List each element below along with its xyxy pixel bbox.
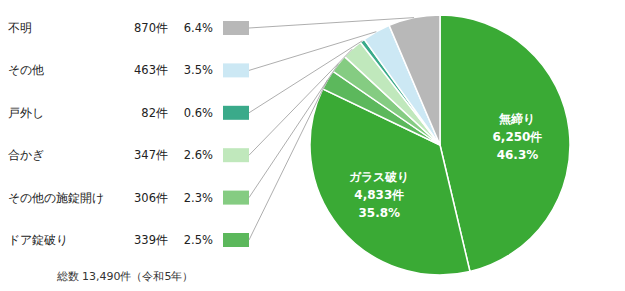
connector-line [249,80,327,240]
legend-pct: 2.3% [184,191,213,205]
slice-label-line: ガラス破り [349,170,409,184]
legend-swatch [223,63,249,77]
legend-swatch [223,233,249,247]
connector-line [249,32,376,71]
legend-pct: 2.6% [184,148,213,162]
legend-swatch [223,191,249,205]
connector-line [249,18,414,28]
legend-count: 82件 [141,106,168,120]
legend-label: ドア錠破り [8,233,68,247]
slice-label-line: 46.3% [497,148,539,162]
pie-slice [389,15,440,145]
legend-label: 不明 [8,21,32,35]
legend-label: その他の施錠開け [8,191,104,205]
legend-pct: 0.6% [184,106,213,120]
legend-swatch [223,106,249,120]
chart: 無締り 6,250件 46.3% ガラス破り 4,833件 35.8% 不明 870件 6.4%… [0,0,625,291]
connector-line [249,41,362,113]
legend-label: その他 [8,63,44,77]
legend-count: 347件 [134,148,168,162]
pie [310,15,570,275]
legend-swatch [223,148,249,162]
legend-pct: 3.5% [184,63,213,77]
slice-label-line: 4,833件 [354,188,404,202]
legend-count: 306件 [134,191,168,205]
legend-count: 463件 [134,63,168,77]
slice-label-line: 無締り [498,112,535,126]
legend-swatch [223,21,249,35]
legend-label: 戸外し [8,106,44,120]
legend-pct: 6.4% [184,21,213,35]
annotation: 総数 13,490件（令和5年） [56,270,194,283]
legend: 不明 870件 6.4% その他 463件 3.5% 戸外し 82件 0.6% 合かぎ 347件 2.… [8,21,249,247]
slice-label: ガラス破り 4,833件 35.8% [349,170,409,220]
legend-count: 870件 [134,21,168,35]
slice-label: 無締り 6,250件 46.3% [492,112,542,162]
legend-pct: 2.5% [184,233,213,247]
connector-line [249,64,339,198]
slice-label-line: 35.8% [358,206,400,220]
legend-count: 339件 [134,233,168,247]
slice-label-line: 6,250件 [492,130,542,144]
connector-line [249,49,352,155]
legend-label: 合かぎ [8,148,44,162]
